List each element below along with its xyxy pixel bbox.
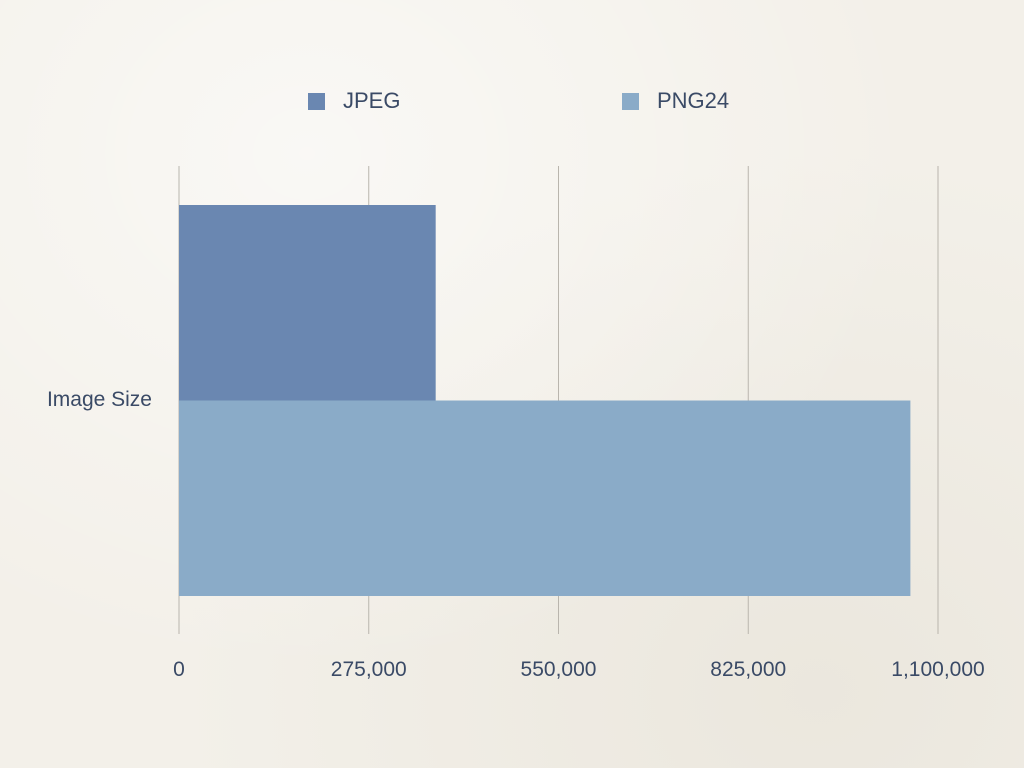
legend-swatch-png24 bbox=[622, 92, 639, 110]
x-tick-label-4: 1,100,000 bbox=[891, 658, 984, 681]
legend-item-png24: PNG24 bbox=[622, 88, 729, 114]
x-tick-label-2: 550,000 bbox=[521, 658, 597, 681]
x-tick-label-1: 275,000 bbox=[331, 658, 407, 681]
legend-label-png24: PNG24 bbox=[657, 88, 730, 113]
legend-label-jpeg: JPEG bbox=[343, 88, 401, 113]
bar-png24 bbox=[179, 400, 911, 596]
legend: JPEG PNG24 bbox=[0, 88, 1024, 114]
bar-jpeg bbox=[179, 205, 436, 401]
category-label: Image Size bbox=[46, 388, 152, 411]
x-tick-label-0: 0 bbox=[173, 658, 185, 681]
legend-item-jpeg: JPEG bbox=[308, 88, 400, 114]
x-tick-label-3: 825,000 bbox=[710, 658, 786, 681]
legend-swatch-jpeg bbox=[308, 92, 325, 110]
